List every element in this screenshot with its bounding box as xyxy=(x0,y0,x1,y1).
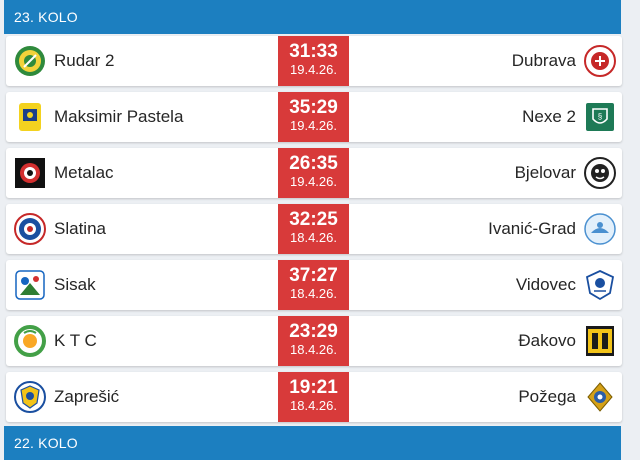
metalac-crest-icon xyxy=(14,157,46,189)
home-team-name: Maksimir Pastela xyxy=(54,107,184,126)
match-date: 18.4.26. xyxy=(290,342,337,357)
final-score: 23:29 xyxy=(289,321,338,342)
ivanic-grad-crest-icon xyxy=(584,213,616,245)
away-team[interactable]: Ivanić-Grad xyxy=(488,204,616,254)
away-team-name: Dubrava xyxy=(511,51,576,70)
ktc-crest-icon xyxy=(14,325,46,357)
final-score: 31:33 xyxy=(289,41,338,62)
rudar-crest-icon xyxy=(14,45,46,77)
sisak-crest-icon xyxy=(14,269,46,301)
away-team[interactable]: Požega xyxy=(518,372,616,422)
match-date: 18.4.26. xyxy=(290,286,337,301)
away-team-name: Vidovec xyxy=(515,275,576,294)
final-score: 32:25 xyxy=(289,209,338,230)
away-team-name: Ivanić-Grad xyxy=(488,219,576,238)
match-row[interactable]: K T C 23:29 18.4.26. Đakovo xyxy=(6,316,622,366)
away-team[interactable]: Nexe 2 § xyxy=(522,92,616,142)
match-date: 19.4.26. xyxy=(290,62,337,77)
next-round-header: 22. KOLO xyxy=(4,426,621,460)
score-box[interactable]: 23:29 18.4.26. xyxy=(278,316,349,366)
match-row[interactable]: Maksimir Pastela 35:29 19.4.26. Nexe 2 § xyxy=(6,92,622,142)
away-team[interactable]: Vidovec xyxy=(516,260,616,310)
score-box[interactable]: 32:25 18.4.26. xyxy=(278,204,349,254)
final-score: 19:21 xyxy=(289,377,338,398)
home-team[interactable]: Slatina xyxy=(14,204,106,254)
home-team-name: Zaprešić xyxy=(54,387,120,406)
score-box[interactable]: 19:21 18.4.26. xyxy=(278,372,349,422)
zapresic-crest-icon xyxy=(14,381,46,413)
score-box[interactable]: 35:29 19.4.26. xyxy=(278,92,349,142)
match-date: 18.4.26. xyxy=(290,230,337,245)
dubrava-crest-icon xyxy=(584,45,616,77)
home-team[interactable]: Rudar 2 xyxy=(14,36,114,86)
home-team-name: K T C xyxy=(54,331,97,350)
nexe-crest-icon: § xyxy=(584,101,616,133)
home-team[interactable]: K T C xyxy=(14,316,97,366)
away-team-name: Nexe 2 xyxy=(522,107,576,126)
maksimir-crest-icon xyxy=(14,101,46,133)
home-team-name: Sisak xyxy=(54,275,96,294)
home-team[interactable]: Metalac xyxy=(14,148,114,198)
away-team[interactable]: Bjelovar xyxy=(515,148,616,198)
score-box[interactable]: 26:35 19.4.26. xyxy=(278,148,349,198)
match-row[interactable]: Sisak 37:27 18.4.26. Vidovec xyxy=(6,260,622,310)
bjelovar-crest-icon xyxy=(584,157,616,189)
away-team-name: Bjelovar xyxy=(514,163,576,182)
score-box[interactable]: 37:27 18.4.26. xyxy=(278,260,349,310)
pozega-crest-icon xyxy=(584,381,616,413)
dakovo-crest-icon xyxy=(584,325,616,357)
score-box[interactable]: 31:33 19.4.26. xyxy=(278,36,349,86)
home-team-name: Slatina xyxy=(54,219,106,238)
final-score: 35:29 xyxy=(289,97,338,118)
away-team[interactable]: Đakovo xyxy=(518,316,616,366)
match-date: 19.4.26. xyxy=(290,118,337,133)
away-team[interactable]: Dubrava xyxy=(512,36,616,86)
match-list: Rudar 2 31:33 19.4.26. Dubrava Maksimir … xyxy=(6,36,622,428)
home-team[interactable]: Sisak xyxy=(14,260,96,310)
slatina-crest-icon xyxy=(14,213,46,245)
match-row[interactable]: Slatina 32:25 18.4.26. Ivanić-Grad xyxy=(6,204,622,254)
match-row[interactable]: Metalac 26:35 19.4.26. Bjelovar xyxy=(6,148,622,198)
home-team[interactable]: Maksimir Pastela xyxy=(14,92,183,142)
final-score: 37:27 xyxy=(289,265,338,286)
away-team-name: Đakovo xyxy=(518,331,576,350)
vidovec-crest-icon xyxy=(584,269,616,301)
match-row[interactable]: Rudar 2 31:33 19.4.26. Dubrava xyxy=(6,36,622,86)
away-team-name: Požega xyxy=(518,387,576,406)
home-team[interactable]: Zaprešić xyxy=(14,372,119,422)
home-team-name: Metalac xyxy=(54,163,114,182)
round-header: 23. KOLO xyxy=(4,0,621,34)
svg-text:§: § xyxy=(598,112,602,121)
match-date: 18.4.26. xyxy=(290,398,337,413)
match-date: 19.4.26. xyxy=(290,174,337,189)
home-team-name: Rudar 2 xyxy=(54,51,115,70)
final-score: 26:35 xyxy=(289,153,338,174)
match-row[interactable]: Zaprešić 19:21 18.4.26. Požega xyxy=(6,372,622,422)
